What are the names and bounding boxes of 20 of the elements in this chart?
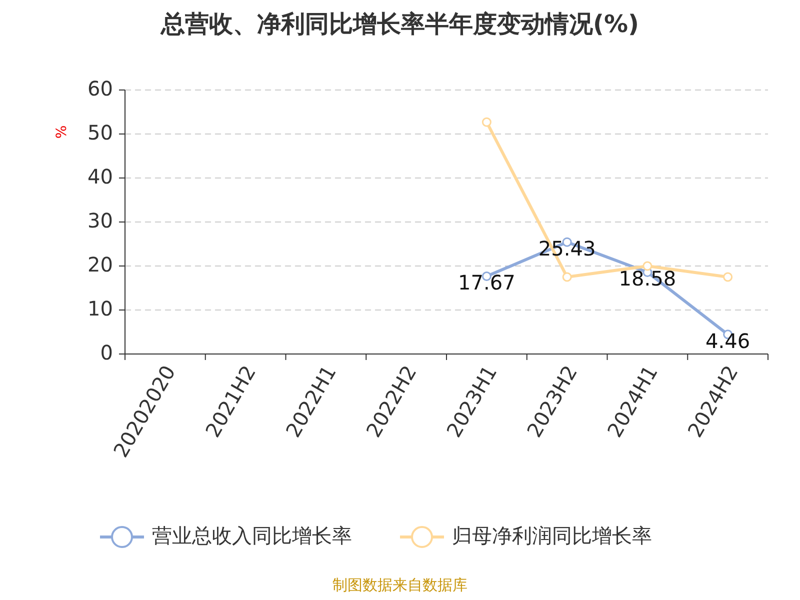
y-tick-label: 10 bbox=[88, 296, 113, 320]
text: 制图数据来自数据库 bbox=[332, 576, 468, 594]
y-axis-title: % bbox=[54, 125, 70, 139]
legend-label: 营业总收入同比增长率 bbox=[152, 523, 352, 548]
point bbox=[562, 272, 572, 282]
chart-title: 总营收、净利同比增长率半年度变动情况(%) bbox=[160, 10, 639, 38]
point bbox=[482, 117, 492, 127]
y-tick-label: 20 bbox=[88, 252, 113, 276]
data-label: 17.67 bbox=[458, 270, 516, 295]
y-tick-label: 0 bbox=[100, 340, 113, 364]
legend-label: 归母净利润同比增长率 bbox=[452, 523, 652, 548]
y-tick-label: 40 bbox=[88, 164, 113, 188]
point bbox=[723, 272, 733, 282]
data-label: 4.46 bbox=[706, 328, 750, 353]
point bbox=[642, 261, 652, 271]
y-tick-label: 60 bbox=[88, 76, 113, 100]
y-tick-label: 50 bbox=[88, 120, 113, 144]
data-label: 25.43 bbox=[538, 236, 596, 261]
y-tick-label: 30 bbox=[88, 208, 113, 232]
data-label: 18.58 bbox=[618, 266, 676, 291]
